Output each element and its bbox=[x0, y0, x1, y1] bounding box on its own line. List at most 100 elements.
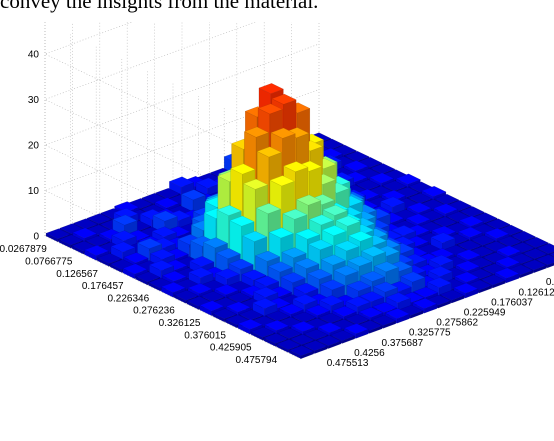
bar-top-face bbox=[459, 206, 485, 217]
bar-top-face bbox=[321, 225, 347, 236]
bar-top-face bbox=[291, 311, 317, 323]
y-tick-label: 0.176037 bbox=[491, 297, 533, 308]
bar-top-face bbox=[453, 282, 479, 294]
bar-top-face bbox=[330, 330, 356, 341]
bar-top-face bbox=[268, 227, 294, 239]
bar-top-face bbox=[344, 151, 370, 162]
bar-top-face bbox=[522, 248, 548, 259]
tick-labels: 0102030400.02678790.07667750.1265670.176… bbox=[0, 50, 554, 369]
bar-top-face bbox=[226, 292, 252, 303]
bar-top-face bbox=[152, 210, 178, 222]
bar-top-face bbox=[212, 308, 238, 320]
bar-top-face bbox=[289, 334, 315, 345]
bar-top-face bbox=[455, 260, 481, 272]
bar-top-face bbox=[370, 163, 396, 174]
bar-top-face bbox=[494, 267, 520, 279]
bar-top-face bbox=[405, 213, 431, 225]
bar-top-face bbox=[308, 239, 334, 251]
bar-top-face bbox=[228, 258, 254, 270]
bar-top-face bbox=[86, 213, 112, 224]
bar-top-face bbox=[84, 245, 110, 256]
bar-top-face bbox=[45, 228, 71, 240]
bar-top-face bbox=[470, 234, 496, 246]
bar-top-face bbox=[454, 271, 480, 283]
bar-top-face bbox=[155, 188, 181, 199]
bar-top-face bbox=[317, 322, 343, 333]
bar-top-face bbox=[160, 282, 186, 293]
bar-top-face bbox=[202, 237, 228, 249]
bar-top-face bbox=[458, 215, 484, 227]
z-tick-label: 0 bbox=[33, 232, 39, 243]
bar-top-face bbox=[278, 303, 304, 315]
bar-top-face bbox=[229, 215, 255, 227]
grid-lines bbox=[44, 22, 320, 360]
bar-top-face bbox=[264, 320, 290, 331]
bar-top-face bbox=[485, 218, 511, 230]
x-tick-label: 0.326125 bbox=[159, 318, 201, 329]
bar-top-face bbox=[318, 138, 344, 150]
bar-top-face bbox=[258, 83, 284, 94]
x-tick-label: 0.0267879 bbox=[0, 244, 47, 255]
bar-top-face bbox=[421, 186, 447, 197]
caption-strip: convey the insights from the material. bbox=[0, 0, 554, 22]
bar-top-face bbox=[380, 196, 406, 208]
bar-top-face bbox=[395, 173, 421, 185]
bar-top-face bbox=[413, 286, 439, 298]
bar-top-face bbox=[434, 194, 460, 205]
bar-top-face bbox=[58, 234, 84, 246]
bar-top-face bbox=[188, 267, 214, 279]
bar-top-face bbox=[345, 296, 371, 308]
bar-top-face bbox=[295, 228, 321, 240]
bar-top-face bbox=[348, 230, 374, 242]
y-tick-label: 0.126124 bbox=[519, 287, 554, 298]
bar-top-face bbox=[484, 228, 510, 239]
bar-top-face bbox=[307, 268, 333, 280]
bar-top-face bbox=[344, 313, 370, 325]
bar-top-face bbox=[372, 281, 398, 293]
bar-top-face bbox=[319, 279, 345, 291]
bar-top-face bbox=[277, 328, 303, 339]
bar-top-face bbox=[523, 237, 549, 248]
bar-top-face bbox=[265, 310, 291, 322]
bar-top-face bbox=[238, 309, 264, 321]
bar-top-face bbox=[154, 197, 180, 209]
bar-top-face bbox=[305, 304, 331, 316]
bar-top-face bbox=[343, 323, 369, 334]
bar-top-face bbox=[381, 180, 407, 192]
bar-top-face bbox=[230, 163, 256, 175]
bar-top-face bbox=[241, 269, 267, 281]
bar-top-face bbox=[111, 230, 137, 242]
bar-top-face bbox=[372, 302, 398, 313]
bar-top-face bbox=[347, 255, 373, 267]
bar-top-face bbox=[215, 248, 241, 259]
bar-top-face bbox=[316, 335, 342, 346]
bar-top-face bbox=[237, 318, 263, 330]
bar-top-face bbox=[214, 268, 240, 280]
bar-top-face bbox=[225, 301, 251, 313]
bar-top-face bbox=[319, 295, 345, 306]
bar-top-face bbox=[243, 178, 269, 190]
bar-top-face bbox=[288, 345, 314, 356]
bar-top-face bbox=[308, 214, 334, 226]
bar-layer bbox=[45, 83, 554, 359]
bar-top-face bbox=[439, 289, 465, 301]
bar-top-face bbox=[406, 202, 432, 213]
bar-top-face bbox=[391, 225, 417, 236]
bar-top-face bbox=[430, 232, 456, 244]
x-tick-label: 0.376015 bbox=[184, 330, 226, 341]
y-tick-label: 0.275862 bbox=[436, 318, 478, 329]
bar-top-face bbox=[432, 216, 458, 228]
bar-top-face bbox=[335, 215, 361, 227]
bar-top-face bbox=[456, 249, 482, 260]
bar-top-face bbox=[199, 300, 225, 312]
bar-top-face bbox=[385, 292, 411, 304]
caption-text: convey the insights from the material. bbox=[0, 0, 319, 13]
bar-top-face bbox=[457, 226, 483, 238]
bar-top-face bbox=[112, 214, 138, 226]
bar-top-face bbox=[187, 283, 213, 294]
bar-top-face bbox=[137, 238, 163, 249]
bar-top-face bbox=[334, 240, 360, 252]
x-tick-label: 0.126567 bbox=[56, 269, 98, 280]
y-tick-label: 0.475513 bbox=[327, 358, 369, 369]
